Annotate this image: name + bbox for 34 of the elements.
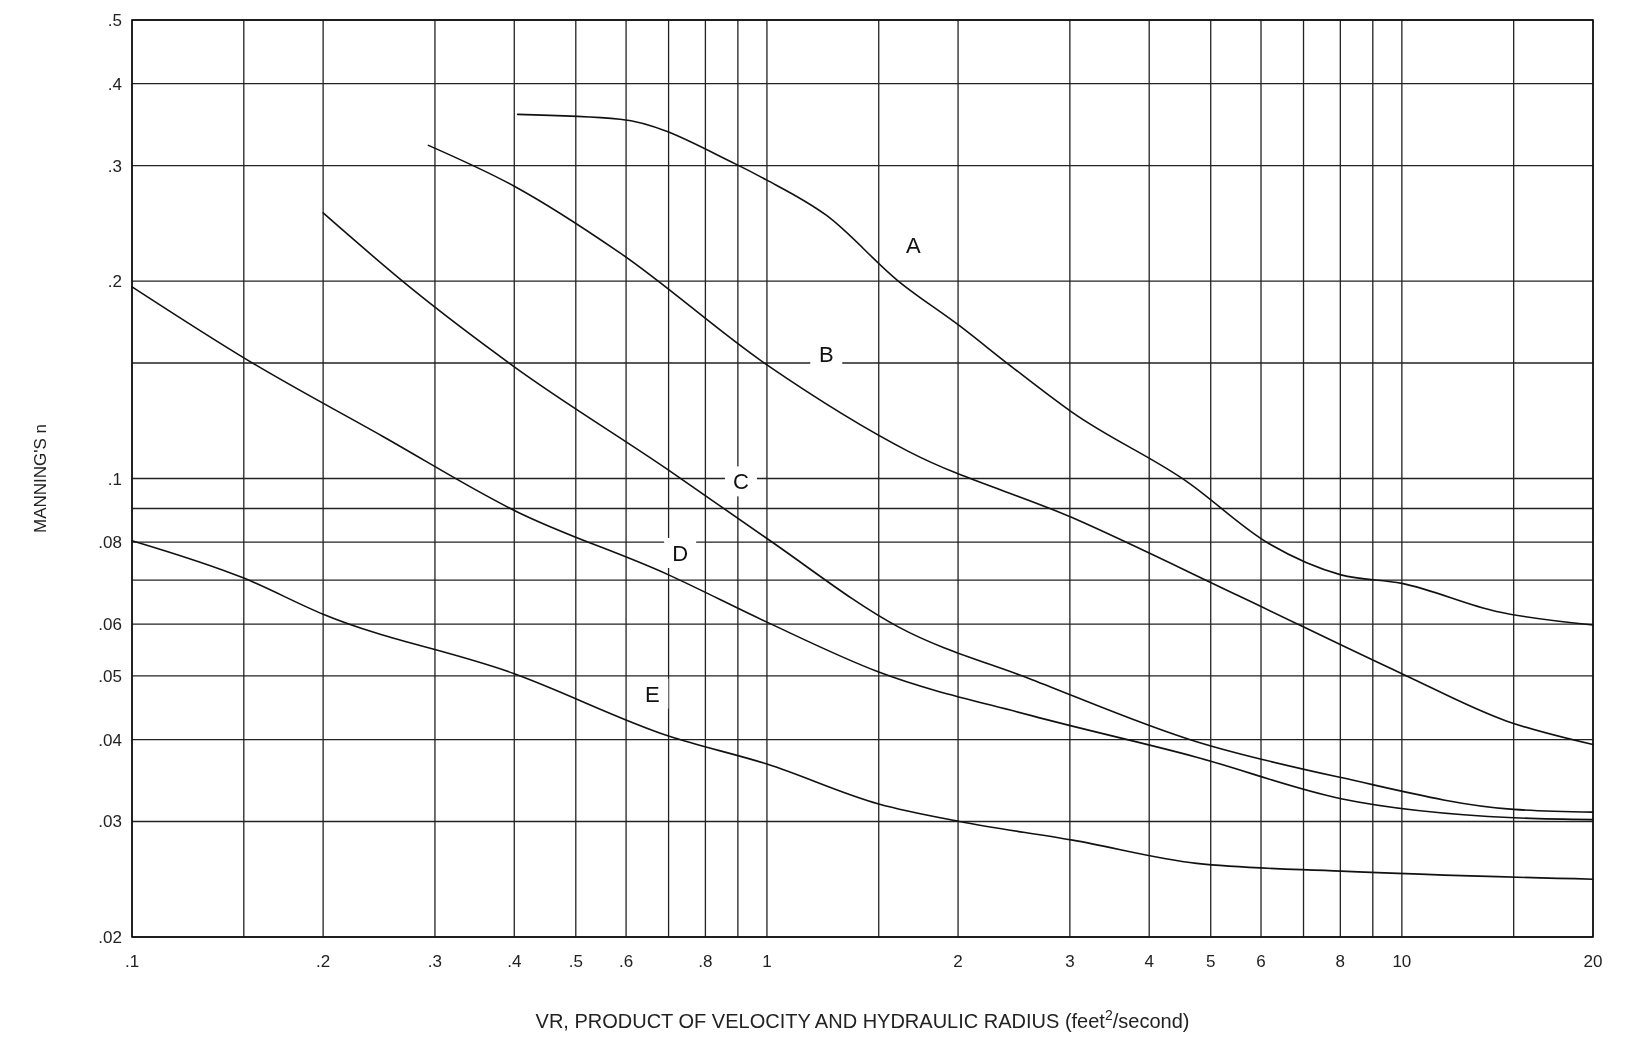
y-tick-label: .4 [107, 74, 122, 94]
x-tick-label: .5 [568, 952, 583, 971]
annotation: D [672, 540, 689, 566]
annotation: B [818, 341, 834, 367]
annotation: C [732, 469, 749, 495]
x-tick-label: .6 [618, 952, 634, 971]
y-tick-label: .1 [107, 469, 122, 489]
x-tick-label: 10 [1392, 952, 1412, 971]
y-tick-label: .05 [98, 666, 122, 686]
x-tick-label: 4 [1144, 952, 1154, 971]
y-tick-label: .08 [98, 533, 122, 553]
x-tick-label: .2 [316, 952, 331, 971]
y-axis-title: MANNING'S n [31, 423, 50, 534]
y-tick-label: .03 [98, 812, 122, 832]
x-tick-label: 2 [953, 952, 963, 971]
y-tick-label: .5 [107, 11, 122, 30]
y-tick-label: .06 [98, 615, 122, 635]
x-tick-label: 20 [1583, 952, 1603, 971]
x-tick-label: 1 [762, 952, 772, 971]
y-tick-label: .02 [98, 928, 122, 947]
annotation: A [905, 232, 921, 258]
y-tick-label: .3 [107, 156, 122, 176]
x-tick-label: 8 [1335, 952, 1346, 971]
x-axis-title: VR, PRODUCT OF VELOCITY AND HYDRAULIC RADIUS (feet$^{2}$/second) [535, 1007, 1190, 1032]
x-tick-label: 3 [1065, 952, 1075, 971]
x-tick-label: .4 [507, 952, 522, 971]
y-tick-label: .04 [98, 730, 122, 750]
y-tick-label: .2 [107, 272, 122, 292]
annotation: E [645, 681, 660, 707]
x-tick-label: 6 [1256, 952, 1266, 971]
x-tick-label: .8 [698, 952, 713, 971]
x-tick-label: .3 [427, 952, 443, 971]
x-tick-label: .1 [124, 952, 140, 971]
x-tick-label: 5 [1206, 952, 1216, 971]
